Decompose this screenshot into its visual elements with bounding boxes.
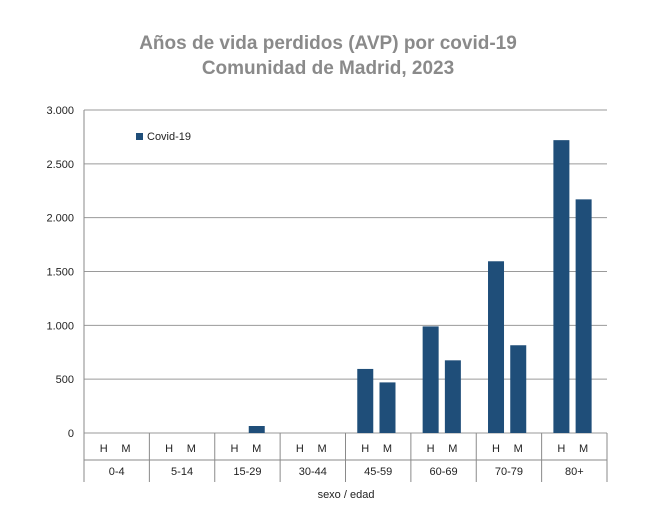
bars	[248, 140, 592, 433]
sex-label: M	[187, 443, 196, 455]
sex-label: M	[579, 443, 588, 455]
y-tick-label: 1.000	[46, 320, 74, 332]
bar	[379, 382, 396, 433]
x-axis: H M0-4H M5-14H M15-29H M30-44H M45-59H M60-69H…	[100, 433, 588, 482]
age-group-label: 5-14	[171, 466, 193, 478]
y-tick-label: 500	[56, 374, 74, 386]
y-tick-label: 2.000	[46, 213, 74, 225]
x-axis-label: sexo / edad	[318, 489, 375, 501]
y-tick-label: 0	[68, 428, 74, 440]
bar	[575, 199, 592, 433]
sex-label: M	[448, 443, 457, 455]
age-group-label: 80+	[565, 466, 584, 478]
age-group-label: 45-59	[364, 466, 392, 478]
legend-swatch	[136, 133, 143, 140]
bar	[488, 261, 505, 433]
sex-label: H	[492, 443, 500, 455]
bar	[510, 345, 527, 433]
legend: Covid-19	[136, 131, 191, 143]
gridlines	[83, 109, 608, 482]
bar	[444, 360, 461, 433]
bar	[553, 140, 570, 433]
bar	[422, 326, 439, 433]
sex-label: M	[383, 443, 392, 455]
legend-label: Covid-19	[147, 131, 191, 143]
y-tick-label: 1.500	[46, 267, 74, 279]
sex-label: H	[165, 443, 173, 455]
sex-label: H	[361, 443, 369, 455]
y-tick-label: 2.500	[46, 159, 74, 171]
sex-label: H	[231, 443, 239, 455]
bar	[248, 426, 265, 433]
sex-label: H	[427, 443, 435, 455]
y-tick-label: 3.000	[46, 105, 74, 117]
sex-label: H	[296, 443, 304, 455]
chart-subtitle: Comunidad de Madrid, 2023	[202, 58, 454, 79]
sex-label: H	[100, 443, 108, 455]
age-group-label: 0-4	[109, 466, 125, 478]
age-group-label: 60-69	[429, 466, 457, 478]
sex-label: H	[557, 443, 565, 455]
sex-label: M	[318, 443, 327, 455]
chart-title: Años de vida perdidos (AVP) por covid-19	[139, 33, 517, 54]
bar	[357, 368, 374, 433]
age-group-label: 30-44	[299, 466, 327, 478]
age-group-label: 15-29	[233, 466, 261, 478]
sex-label: M	[252, 443, 261, 455]
sex-label: M	[514, 443, 523, 455]
sex-label: M	[121, 443, 130, 455]
age-group-label: 70-79	[495, 466, 523, 478]
y-axis: 0 500 1.000 1.500 2.000 2.500 3.000	[46, 105, 74, 440]
